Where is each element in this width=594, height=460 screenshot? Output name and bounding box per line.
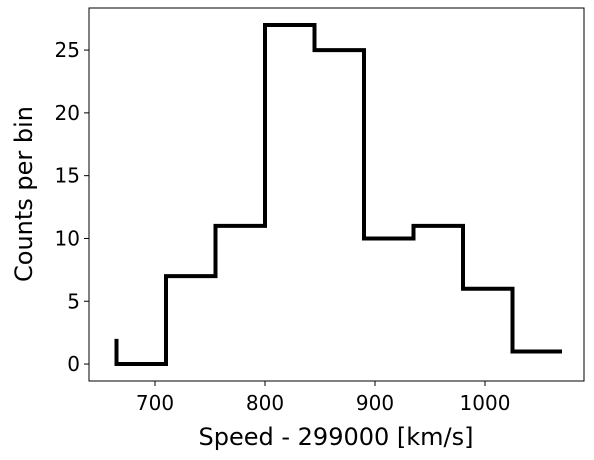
y-tick-label: 0 <box>67 352 80 376</box>
y-tick-label: 25 <box>55 38 80 62</box>
x-axis: 700 800 900 1000 <box>136 381 511 415</box>
y-tick-label: 5 <box>67 289 80 313</box>
y-axis-label: Counts per bin <box>10 106 38 282</box>
x-tick-label: 800 <box>246 391 284 415</box>
y-axis: 0 5 10 15 20 25 <box>55 38 89 376</box>
x-tick-label: 1000 <box>460 391 511 415</box>
x-tick-label: 900 <box>356 391 394 415</box>
x-axis-label: Speed - 299000 [km/s] <box>199 423 474 451</box>
x-tick-label: 700 <box>136 391 174 415</box>
histogram-step-line <box>114 22 562 367</box>
plot-frame <box>88 7 585 382</box>
y-tick-label: 10 <box>55 226 80 250</box>
y-tick-label: 20 <box>55 101 80 125</box>
y-tick-label: 15 <box>55 164 80 188</box>
